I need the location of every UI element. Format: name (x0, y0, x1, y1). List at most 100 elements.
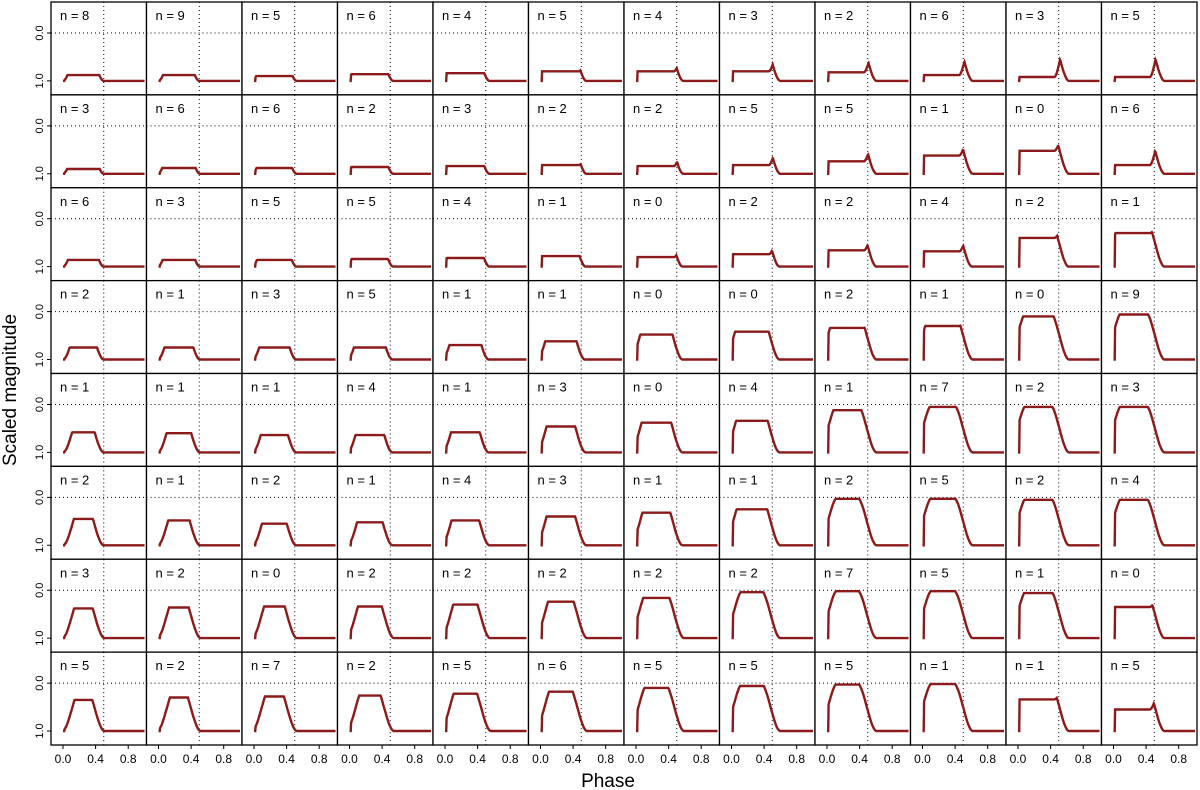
panel-label: n = 5 (442, 658, 471, 673)
light-curve-line (922, 243, 1004, 268)
panel-label: n = 2 (824, 8, 853, 23)
y-tick-label: 1.0 (34, 538, 46, 553)
light-curve-line (827, 683, 909, 733)
panel-label: n = 6 (156, 101, 185, 116)
light-curve-line (445, 431, 527, 454)
light-curve-line (731, 248, 813, 268)
x-tick-label: 0.0 (55, 752, 72, 766)
x-tick-label: 0.4 (947, 752, 964, 766)
light-curve-line (158, 519, 240, 547)
light-curve-line (63, 258, 145, 268)
panel-label: n = 3 (442, 101, 471, 116)
panel-label: n = 1 (538, 287, 567, 302)
panel-label: n = 5 (251, 194, 280, 209)
x-tick-label: 0.4 (87, 752, 104, 766)
x-tick-label: 0.4 (278, 752, 295, 766)
y-tick-label: 0.0 (34, 675, 46, 690)
panel-frame (241, 94, 339, 189)
x-tick-label: 0.0 (437, 752, 454, 766)
light-curve-line (349, 257, 431, 268)
light-curve-line (636, 596, 718, 640)
y-tick-label: 1.0 (34, 352, 46, 367)
light-curve-line (158, 696, 240, 733)
x-tick-label: 0.4 (1138, 752, 1155, 766)
panel-frame (623, 279, 721, 375)
light-curve-line (731, 419, 813, 454)
light-curve-line (636, 333, 718, 361)
panel-frame (145, 465, 243, 560)
panel-label: n = 1 (538, 194, 567, 209)
light-curve-line (158, 258, 240, 268)
light-curve-line (636, 161, 718, 176)
panel-frame (432, 372, 530, 468)
light-curve-line (63, 73, 145, 83)
light-curve-line (63, 607, 145, 640)
panel-label: n = 1 (920, 287, 949, 302)
panel-frame (623, 1, 721, 96)
panel-frame (1005, 279, 1103, 375)
light-curve-line (349, 165, 431, 176)
panel-frame (336, 187, 434, 282)
light-curve-line (158, 346, 240, 361)
light-curve-line (922, 324, 1004, 361)
panel-frame (1005, 558, 1103, 653)
panel-frame (1005, 465, 1103, 560)
light-curve-line (63, 698, 145, 733)
panel-frame (718, 1, 816, 96)
panel-frame (145, 558, 243, 653)
light-curve-line (1113, 56, 1195, 83)
panel-label: n = 2 (729, 194, 758, 209)
panel-label: n = 0 (1111, 565, 1140, 580)
light-curve-line (1018, 405, 1100, 454)
light-curve-line (254, 522, 336, 547)
light-curve-line (445, 343, 527, 361)
light-curve-line (827, 497, 909, 547)
light-curve-line (540, 600, 622, 640)
light-curve-line (922, 590, 1004, 640)
panel-label: n = 3 (729, 8, 758, 23)
panels-group: n = 8 0.0 1.0 n = 9 n = 5 n = 6 n = 4 n = 5 n = … (34, 1, 1198, 766)
panel-label: n = 9 (156, 8, 185, 23)
light-curve-line (254, 258, 336, 268)
panel-label: n = 3 (60, 565, 89, 580)
panel-frame (623, 372, 721, 468)
light-curve-line (349, 72, 431, 83)
panel-label: n = 2 (156, 565, 185, 580)
y-tick-label: 1.0 (34, 630, 46, 645)
panel-frame (432, 558, 530, 653)
panel-frame (336, 651, 434, 746)
panel-frame (50, 372, 148, 468)
light-curve-line (445, 519, 527, 547)
y-tick-label: 1.0 (34, 166, 46, 181)
panel-label: n = 2 (60, 472, 89, 487)
panel-frame (1100, 372, 1198, 468)
panel-frame (336, 279, 434, 375)
x-tick-label: 0.8 (406, 752, 423, 766)
x-tick-label: 0.8 (120, 752, 137, 766)
panel-frame (432, 465, 530, 560)
x-tick-label: 0.8 (1075, 752, 1092, 766)
light-curve-line (1018, 315, 1100, 361)
panel-label: n = 1 (1015, 658, 1044, 673)
panel-label: n = 2 (347, 565, 376, 580)
panel-frame (336, 372, 434, 468)
light-curve-line (63, 167, 145, 176)
panel-frame (50, 651, 148, 746)
x-tick-label: 0.0 (1105, 752, 1122, 766)
light-curve-line (636, 511, 718, 547)
panel-label: n = 7 (824, 565, 853, 580)
light-curve-line (540, 68, 622, 83)
panel-label: n = 0 (729, 287, 758, 302)
light-curve-line (1018, 56, 1100, 83)
panel-label: n = 2 (633, 565, 662, 580)
panel-frame (432, 187, 530, 282)
light-curve-line (254, 346, 336, 361)
x-tick-label: 0.0 (914, 752, 931, 766)
light-curve-line (922, 58, 1004, 83)
panel-label: n = 7 (920, 380, 949, 395)
panel-label: n = 2 (156, 658, 185, 673)
panel-frame (527, 465, 625, 560)
y-tick-label: 0.0 (34, 397, 46, 412)
panel-frame (1100, 1, 1198, 96)
x-tick-label: 0.8 (788, 752, 805, 766)
